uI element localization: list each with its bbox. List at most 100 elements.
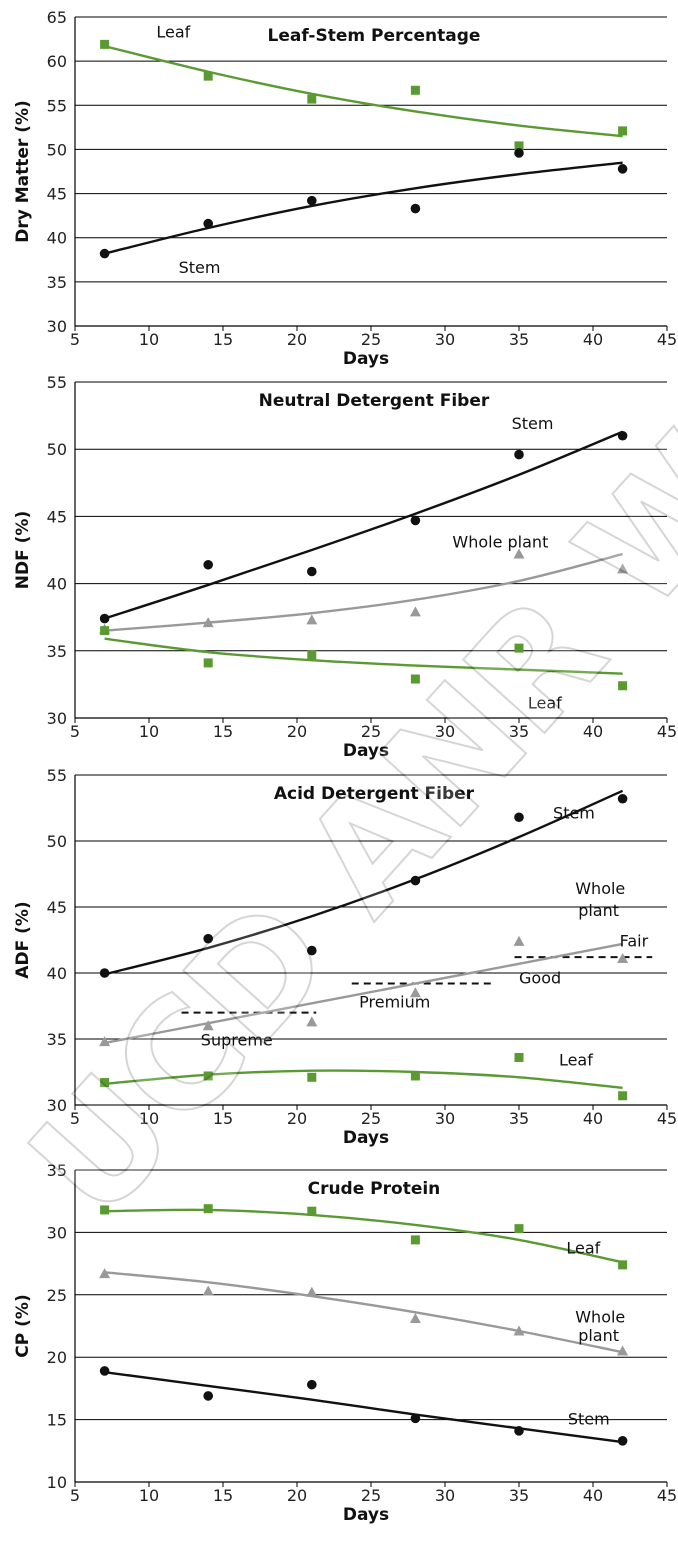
data-point-leaf <box>618 1260 627 1269</box>
chart-title: Neutral Detergent Fiber <box>259 391 490 411</box>
annotation-label: Stem <box>568 1410 610 1429</box>
y-tick-label: 30 <box>47 1223 67 1242</box>
data-point-stem <box>100 614 110 624</box>
x-axis-label: Days <box>343 1128 389 1148</box>
data-point-stem <box>618 794 628 804</box>
data-point-stem <box>618 1436 628 1446</box>
y-tick-label: 50 <box>47 440 67 459</box>
data-point-whole-plant <box>203 1286 214 1296</box>
y-tick-label: 65 <box>47 8 67 27</box>
x-tick-label: 35 <box>509 330 529 349</box>
data-point-leaf <box>515 1224 524 1233</box>
trendline-leaf <box>105 46 623 136</box>
data-point-whole-plant <box>514 936 525 946</box>
x-tick-label: 45 <box>657 722 677 741</box>
data-point-stem <box>203 560 213 570</box>
x-tick-label: 15 <box>213 1486 233 1505</box>
data-point-stem <box>411 204 421 214</box>
x-tick-label: 5 <box>70 330 80 349</box>
x-tick-label: 40 <box>583 1109 603 1128</box>
data-point-leaf <box>515 1053 524 1062</box>
y-tick-label: 45 <box>47 898 67 917</box>
data-point-stem <box>100 249 110 259</box>
annotation-label: Fair <box>620 932 649 951</box>
data-point-stem <box>514 450 524 460</box>
x-tick-label: 25 <box>361 330 381 349</box>
data-point-leaf <box>307 95 316 104</box>
data-point-stem <box>411 1414 421 1424</box>
y-tick-label: 30 <box>47 317 67 336</box>
y-tick-label: 50 <box>47 140 67 159</box>
x-tick-label: 20 <box>287 330 307 349</box>
data-point-leaf <box>204 1204 213 1213</box>
chart-title: Crude Protein <box>308 1179 441 1199</box>
x-tick-label: 5 <box>70 722 80 741</box>
y-tick-label: 40 <box>47 575 67 594</box>
x-tick-label: 10 <box>139 1486 159 1505</box>
annotation-label: Stem <box>553 804 595 823</box>
y-tick-label: 35 <box>47 1030 67 1049</box>
x-tick-label: 45 <box>657 330 677 349</box>
watermark-layer: UCD ANR Work <box>0 199 678 1250</box>
data-point-stem <box>307 196 317 206</box>
data-point-whole-plant <box>410 1313 421 1323</box>
y-axis-label: Dry Matter (%) <box>13 100 33 243</box>
data-point-stem <box>514 148 524 158</box>
x-tick-label: 20 <box>287 1109 307 1128</box>
y-tick-label: 35 <box>47 273 67 292</box>
data-point-leaf <box>100 626 109 635</box>
x-tick-label: 40 <box>583 330 603 349</box>
data-point-leaf <box>618 1091 627 1100</box>
y-tick-label: 30 <box>47 709 67 728</box>
annotation-label: Premium <box>359 992 430 1011</box>
data-point-whole-plant <box>306 1287 317 1297</box>
data-point-leaf <box>204 72 213 81</box>
data-point-stem <box>618 164 628 174</box>
data-point-stem <box>411 516 421 526</box>
data-point-stem <box>307 1380 317 1390</box>
y-tick-label: 35 <box>47 642 67 661</box>
annotation-label: plant <box>578 1326 619 1345</box>
x-tick-label: 45 <box>657 1486 677 1505</box>
annotation-label: Whole <box>575 879 625 898</box>
x-tick-label: 35 <box>509 1486 529 1505</box>
trendline-stem <box>105 1372 623 1442</box>
x-tick-label: 30 <box>435 330 455 349</box>
x-tick-label: 35 <box>509 1109 529 1128</box>
x-tick-label: 15 <box>213 722 233 741</box>
x-tick-label: 10 <box>139 330 159 349</box>
annotation-label: Leaf <box>566 1239 600 1258</box>
data-point-stem <box>100 968 110 978</box>
y-tick-label: 45 <box>47 185 67 204</box>
x-tick-label: 30 <box>435 1109 455 1128</box>
y-tick-label: 15 <box>47 1411 67 1430</box>
data-point-leaf <box>307 1073 316 1082</box>
y-tick-label: 55 <box>47 766 67 785</box>
annotation-label: Stem <box>179 258 221 277</box>
data-point-leaf <box>411 1071 420 1080</box>
y-tick-label: 55 <box>47 96 67 115</box>
x-tick-label: 30 <box>435 1486 455 1505</box>
data-point-stem <box>100 1366 110 1376</box>
x-tick-label: 10 <box>139 722 159 741</box>
data-point-leaf <box>204 658 213 667</box>
y-tick-label: 20 <box>47 1348 67 1367</box>
data-point-stem <box>514 1426 524 1436</box>
annotation-label: Leaf <box>559 1050 593 1069</box>
annotation-label: Good <box>519 969 561 988</box>
data-point-leaf <box>411 1235 420 1244</box>
y-tick-label: 45 <box>47 507 67 526</box>
data-point-leaf <box>618 126 627 135</box>
annotation-label: Whole <box>575 1307 625 1326</box>
y-axis-label: ADF (%) <box>13 901 33 978</box>
x-tick-label: 25 <box>361 1486 381 1505</box>
y-tick-label: 40 <box>47 229 67 248</box>
data-point-stem <box>203 219 213 229</box>
data-point-leaf <box>307 650 316 659</box>
data-point-leaf <box>411 86 420 95</box>
annotation-label: Leaf <box>156 22 190 41</box>
annotation-label: Stem <box>512 414 554 433</box>
x-tick-label: 40 <box>583 1486 603 1505</box>
